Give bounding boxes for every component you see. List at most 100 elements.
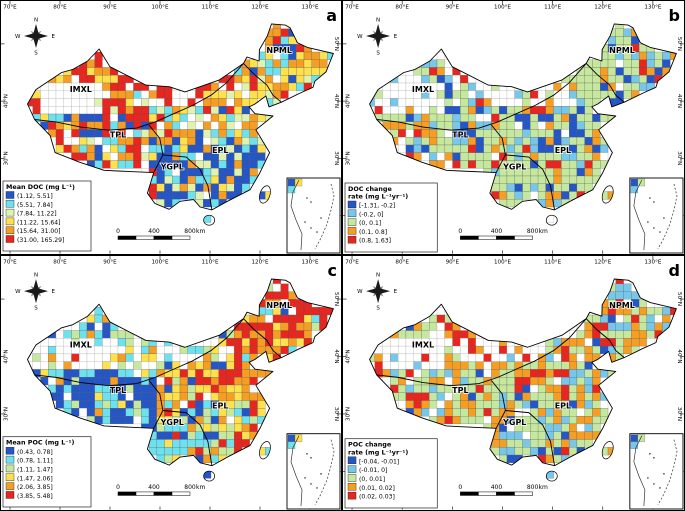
grid-cell — [460, 90, 469, 99]
grid-cell — [241, 369, 250, 378]
grid-cell — [584, 408, 593, 417]
grid-cell — [436, 129, 445, 138]
legend-swatch — [347, 209, 357, 218]
grid-cell — [576, 75, 585, 84]
grid-cell — [576, 106, 585, 115]
grid-cell — [537, 369, 546, 378]
grid-cell — [272, 314, 281, 323]
region-label-npml: NPML — [609, 301, 635, 310]
grid-cell — [187, 392, 196, 401]
grid-cell — [413, 384, 422, 393]
grid-cell — [413, 392, 422, 401]
panel-a-mean-doc-map: NPML IMXL TPL YGPL EPL 70°E 80°E 90°E 100°E 110°E… — [0, 0, 342, 255]
grid-cell — [506, 129, 515, 138]
grid-cell — [530, 144, 539, 153]
grid-cell — [397, 353, 407, 362]
grid-cell — [436, 152, 445, 161]
grid-cell — [584, 369, 593, 378]
grid-cell — [94, 67, 103, 76]
grid-cell — [110, 152, 119, 161]
grid-cell — [561, 423, 570, 432]
grid-cell — [187, 439, 196, 448]
grid-cell — [475, 392, 484, 401]
grid-cell — [467, 129, 477, 138]
grid-cell — [537, 152, 546, 161]
grid-cell — [514, 447, 523, 456]
region-boundary-line — [148, 124, 164, 173]
grid-cell — [234, 369, 243, 378]
grid-cell — [218, 183, 227, 192]
grid-cell — [249, 144, 258, 153]
grid-cell — [615, 28, 624, 37]
grid-cell — [210, 447, 219, 456]
grid-cell — [71, 129, 80, 138]
south-china-sea-inset — [286, 177, 341, 254]
grid-cell — [561, 431, 570, 440]
grid-cell — [203, 175, 212, 184]
legend-swatch — [347, 200, 357, 209]
grid-cell — [460, 369, 469, 378]
grid-cell — [110, 113, 119, 122]
grid-cell — [110, 400, 119, 409]
grid-cell — [405, 98, 414, 107]
grid-cell — [615, 283, 624, 292]
grid-cell — [483, 400, 492, 409]
grid-cell — [638, 330, 648, 339]
grid-cell — [102, 345, 111, 355]
grid-cell — [55, 338, 64, 347]
grid-cell — [646, 51, 655, 60]
grid-cell — [374, 353, 383, 362]
grid-cell — [141, 353, 150, 362]
grid-cell — [374, 98, 383, 107]
inset-dashed-boundary — [314, 183, 335, 250]
grid-cell — [405, 106, 414, 115]
grid-cell — [133, 90, 142, 99]
grid-cell — [506, 392, 515, 401]
lat-label-left: 30°N — [4, 407, 10, 421]
grid-cell — [218, 353, 227, 362]
grid-cell — [662, 314, 671, 323]
grid-cell — [86, 113, 95, 122]
grid-cell — [226, 113, 235, 122]
grid-cell — [530, 98, 539, 107]
grid-cell — [164, 90, 173, 99]
grid-cell — [210, 113, 219, 122]
grid-cell — [203, 361, 212, 370]
grid-cell — [164, 152, 173, 161]
grid-cell — [398, 369, 407, 378]
grid-cell — [397, 106, 407, 115]
grid-cell — [272, 36, 281, 45]
grid-cell — [148, 408, 157, 417]
lat-label-left: 30°N — [4, 151, 10, 165]
grid-cell — [48, 353, 57, 362]
grid-cell — [117, 106, 126, 115]
grid-cell — [467, 137, 477, 146]
grid-cell — [234, 152, 243, 161]
grid-cell — [287, 441, 296, 449]
grid-cell — [530, 137, 539, 146]
grid-cell — [288, 314, 297, 323]
legend-swatch — [347, 474, 357, 482]
lon-label: 100°E — [494, 260, 512, 266]
grid-cell — [179, 439, 188, 448]
legend-item-label: (1.11, 1.47] — [17, 466, 53, 473]
grid-cell — [272, 75, 281, 84]
grid-cell — [553, 431, 562, 440]
grid-cell — [94, 137, 103, 146]
grid-cell — [545, 152, 554, 161]
grid-cell — [553, 377, 562, 386]
grid-cell — [218, 369, 227, 378]
grid-cell — [537, 423, 546, 432]
grid-cell — [615, 338, 624, 347]
grid-cell — [164, 129, 173, 138]
grid-cell — [630, 178, 638, 187]
grid-cell — [234, 98, 243, 107]
grid-cell — [545, 121, 554, 130]
grid-cell — [514, 113, 523, 122]
grid-cell — [79, 400, 88, 409]
grid-cell — [398, 129, 407, 138]
legend-item-label: (5.51, 7.84] — [17, 202, 53, 209]
grid-cell — [530, 439, 539, 448]
grid-cell — [561, 392, 570, 401]
grid-cell — [483, 90, 492, 99]
